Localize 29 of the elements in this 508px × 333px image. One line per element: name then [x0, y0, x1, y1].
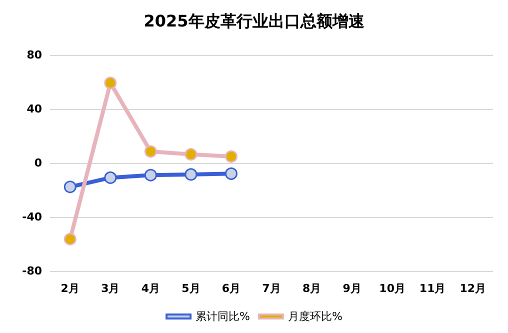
y-tick-label: 40 [26, 102, 42, 116]
point [144, 168, 157, 182]
y-tick-label: 0 [34, 156, 42, 170]
x-tick-label: 4月 [141, 282, 160, 295]
point [64, 180, 76, 194]
point [184, 148, 198, 161]
x-tick-label: 3月 [101, 282, 120, 295]
y-tick-label: -80 [22, 264, 42, 278]
legend-label: 累计同比% [196, 310, 250, 323]
x-tick-label: 2月 [60, 282, 80, 295]
y-tick-label: 80 [26, 48, 42, 62]
x-tick-label: 7月 [262, 282, 281, 295]
legend-label: 月度环比% [288, 310, 342, 323]
chart-title: 2025年皮革行业出口总额增速 [144, 12, 366, 30]
x-tick-label: 12月 [460, 282, 486, 295]
point [104, 76, 117, 90]
point [224, 150, 238, 163]
point [144, 145, 157, 158]
point [224, 167, 238, 180]
x-tick-label: 10月 [379, 282, 406, 295]
x-tick-label: 11月 [419, 282, 446, 295]
point [64, 232, 76, 246]
point [104, 171, 117, 184]
x-tick-label: 9月 [342, 282, 362, 295]
y-tick-label: -40 [22, 210, 42, 224]
x-tick-label: 5月 [182, 282, 200, 295]
x-tick-label: 8月 [302, 282, 322, 295]
point [184, 168, 198, 181]
x-tick-label: 6月 [222, 282, 241, 295]
